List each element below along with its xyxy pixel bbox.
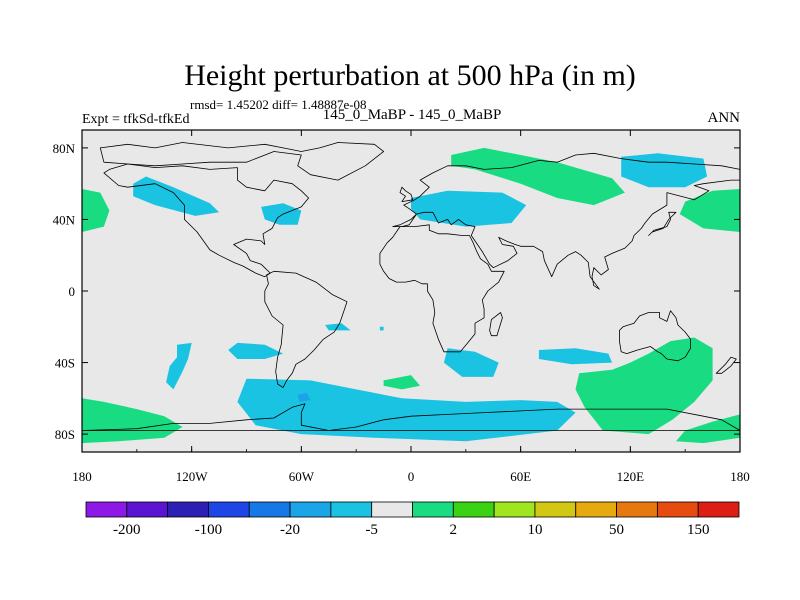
- colorbar-label: -200: [113, 522, 141, 538]
- coastline-eurasia: [392, 152, 741, 290]
- anomaly-green-south-pacific-west: [82, 398, 183, 444]
- colorbar-box: [452, 501, 495, 518]
- season-label: ANN: [708, 110, 741, 126]
- coastline-uk: [399, 186, 414, 203]
- x-tick-label: 180: [72, 469, 92, 484]
- y-tick-label: 80S: [55, 427, 75, 442]
- center-label: 145_0_MaBP - 145_0_MaBP: [323, 107, 502, 123]
- colorbar-box: [697, 501, 740, 518]
- anomaly-cyan-southwest-pacific: [166, 342, 192, 390]
- colorbar-label: 150: [687, 522, 710, 538]
- colorbar: -200 -100 -20 -5 2 10 50 150: [85, 501, 740, 538]
- anomaly-green-south-atlantic-small: [383, 375, 421, 390]
- x-tick-label: 180: [730, 469, 750, 484]
- coastline-layer: [81, 142, 741, 431]
- colorbar-box: [616, 501, 658, 518]
- colorbar-box: [656, 501, 699, 518]
- colorbar-box: [575, 501, 617, 518]
- colorbar-label: 2: [450, 522, 458, 538]
- anomaly-cyan-southern-ocean-core: [297, 393, 311, 402]
- x-tick-label: 0: [408, 469, 415, 484]
- colorbar-box: [126, 501, 169, 518]
- anomaly-cyan-south-indian: [443, 348, 499, 377]
- y-axis: 80N 40N 0 40S 80S: [53, 141, 740, 442]
- anomaly-cyan-southern-ocean: [237, 378, 576, 442]
- y-tick-label: 80N: [53, 141, 76, 156]
- colorbar-box: [289, 501, 332, 518]
- y-tick-label: 40N: [53, 212, 76, 227]
- stats-label: rmsd= 1.45202 diff= 1.48887e-08: [190, 97, 367, 112]
- colorbar-box: [412, 501, 454, 518]
- anomaly-green-north-60e: [451, 147, 625, 206]
- colorbar-box: [248, 501, 291, 518]
- coastline-new-zealand: [715, 356, 737, 374]
- y-tick-label: 40S: [55, 356, 75, 371]
- colorbar-box: [85, 501, 128, 518]
- anomaly-cyan-atlantic-europe: [411, 190, 527, 227]
- colorbar-box: [534, 501, 577, 518]
- x-axis: 180 120W 60W 0 60E 120E 180: [72, 130, 750, 484]
- x-tick-label: 60E: [510, 469, 531, 484]
- x-tick-label: 60W: [289, 469, 315, 484]
- colorbar-label: -5: [365, 522, 378, 538]
- experiment-label: Expt = tfkSd-tfkEd: [82, 112, 189, 127]
- coastline-madagascar: [489, 312, 503, 337]
- anomaly-cyan-south-indian-east: [538, 348, 613, 365]
- coastline-north-america: [103, 163, 310, 278]
- y-tick-label: 0: [69, 284, 76, 299]
- colorbar-label: -20: [280, 522, 300, 538]
- colorbar-box: [208, 501, 250, 518]
- coastline-greenland-arctic: [99, 142, 385, 181]
- coastline-japan: [648, 211, 677, 236]
- anomaly-green-west-edge-40n: [82, 189, 110, 232]
- colorbar-label: 50: [609, 522, 624, 538]
- anomaly-cyan-south-atlantic-dot: [379, 326, 384, 331]
- coastline-south-america: [264, 270, 348, 389]
- coastline-australia: [619, 310, 691, 362]
- anomaly-cyan-south-pacific-band: [228, 342, 284, 359]
- anomaly-cyan-north-america: [261, 203, 302, 225]
- chart-title: Height perturbation at 500 hPa (in m): [184, 59, 636, 92]
- colorbar-label: 10: [527, 522, 542, 538]
- colorbar-box: [371, 501, 413, 518]
- coastline-africa: [379, 224, 505, 353]
- coastline-antarctica: [81, 403, 741, 431]
- anomaly-green-south-indian: [575, 337, 713, 435]
- x-tick-label: 120W: [176, 469, 209, 484]
- colorbar-label: -100: [195, 522, 223, 538]
- colorbar-box: [167, 501, 209, 518]
- colorbar-box: [493, 501, 536, 518]
- x-tick-label: 120E: [617, 469, 645, 484]
- colorbar-box: [330, 501, 373, 518]
